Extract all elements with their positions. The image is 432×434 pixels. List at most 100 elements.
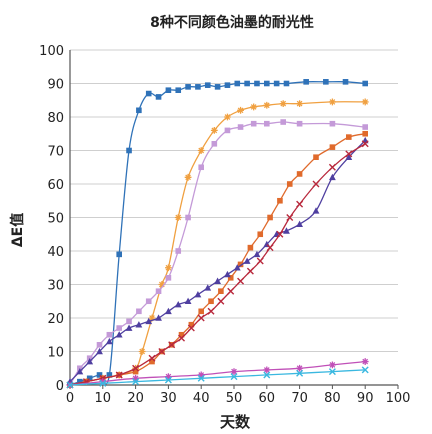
- data-point: [145, 90, 152, 97]
- series-line: [69, 143, 366, 386]
- series-line: [69, 81, 366, 386]
- data-point: [224, 82, 231, 88]
- data-point: [230, 368, 238, 375]
- data-point: [361, 98, 369, 106]
- data-point: [329, 361, 336, 369]
- data-point: [174, 214, 182, 221]
- data-point: [283, 80, 290, 87]
- data-point: [126, 147, 132, 154]
- axes: [69, 50, 399, 389]
- data-point: [312, 207, 320, 214]
- data-point: [246, 267, 254, 275]
- x-tick-label: 30: [160, 391, 177, 406]
- data-point: [211, 141, 218, 147]
- x-tick-label: 60: [259, 391, 276, 406]
- data-point: [135, 321, 143, 328]
- data-point: [328, 163, 336, 171]
- data-point: [328, 368, 336, 376]
- data-point: [99, 378, 107, 386]
- gridlines: [70, 49, 398, 352]
- x-tick-label: 90: [357, 391, 374, 406]
- data-point: [210, 127, 218, 134]
- data-point: [77, 378, 83, 385]
- data-point: [208, 298, 214, 305]
- data-point: [175, 87, 182, 93]
- data-point: [214, 277, 221, 284]
- data-point: [296, 364, 303, 372]
- data-point: [237, 277, 245, 285]
- data-point: [266, 244, 274, 252]
- data-point: [105, 337, 113, 345]
- data-point: [362, 130, 368, 137]
- data-point: [115, 331, 123, 338]
- data-point: [250, 103, 258, 111]
- data-point: [283, 227, 290, 234]
- data-point: [296, 100, 303, 107]
- data-point: [187, 324, 195, 332]
- data-point: [116, 325, 122, 331]
- data-point: [237, 106, 244, 114]
- series-line: [69, 101, 366, 386]
- data-point: [165, 373, 172, 381]
- data-point: [184, 297, 192, 305]
- data-point: [296, 171, 303, 177]
- data-point: [132, 378, 140, 386]
- y-tick-label: 10: [47, 346, 64, 361]
- data-point: [224, 127, 231, 134]
- data-point: [197, 314, 205, 322]
- x-tick-label: 20: [127, 391, 144, 406]
- data-point: [286, 214, 294, 221]
- data-point: [207, 307, 215, 315]
- data-point: [329, 173, 336, 181]
- data-point: [185, 214, 191, 221]
- data-point: [217, 297, 225, 305]
- data-point: [237, 124, 244, 130]
- data-point: [145, 317, 153, 325]
- data-point: [158, 348, 166, 355]
- data-point: [132, 364, 140, 372]
- y-tick-label: 90: [47, 78, 64, 93]
- data-point: [250, 120, 257, 127]
- data-point: [197, 371, 205, 379]
- data-point: [148, 314, 156, 322]
- data-point: [194, 290, 202, 298]
- data-point: [214, 84, 221, 90]
- data-point: [184, 173, 192, 181]
- series-line: [69, 133, 366, 386]
- data-point: [296, 369, 304, 377]
- data-point: [204, 284, 212, 291]
- data-point: [247, 244, 254, 251]
- data-point: [197, 374, 205, 382]
- series-3: [67, 119, 368, 388]
- data-point: [132, 368, 139, 375]
- data-point: [329, 120, 336, 127]
- data-point: [136, 308, 142, 315]
- x-tick-label: 50: [226, 391, 243, 406]
- y-axis-label: ΔE值: [9, 213, 26, 247]
- data-point: [155, 94, 162, 100]
- x-tick-label: 70: [291, 391, 308, 406]
- data-point: [174, 301, 182, 308]
- series-8: [66, 366, 369, 389]
- data-point: [126, 318, 132, 325]
- data-point: [138, 348, 146, 355]
- data-point: [165, 87, 172, 93]
- data-point: [323, 79, 329, 85]
- y-tick-label: 30: [47, 279, 64, 294]
- data-point: [254, 80, 260, 87]
- data-point: [256, 257, 264, 265]
- data-point: [195, 84, 201, 90]
- data-point: [362, 80, 368, 87]
- data-point: [145, 298, 152, 305]
- data-point: [273, 80, 280, 87]
- data-point: [218, 288, 224, 294]
- x-tick-label: 10: [95, 391, 112, 406]
- data-point: [267, 214, 273, 221]
- data-point: [204, 82, 211, 88]
- y-tick-label: 70: [47, 145, 64, 160]
- data-point: [253, 250, 261, 258]
- data-point: [362, 124, 368, 130]
- data-point: [361, 358, 369, 365]
- data-point: [227, 287, 235, 295]
- data-point: [227, 275, 234, 281]
